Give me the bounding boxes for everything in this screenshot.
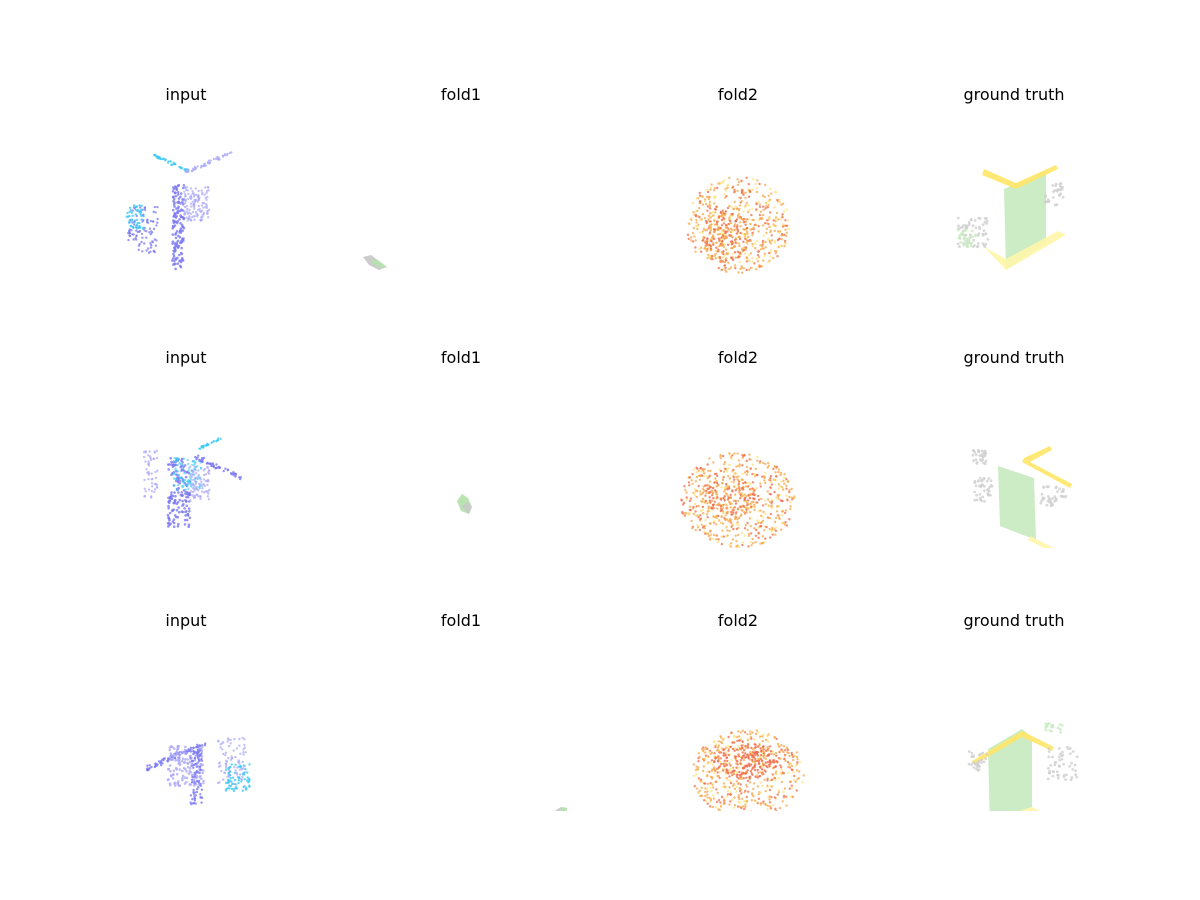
subplot-r1-c3: fold2: [618, 85, 858, 285]
subplot-title: input: [165, 348, 207, 367]
subplot-title: fold2: [717, 611, 759, 630]
input-pointcloud: [142, 437, 242, 528]
ground-truth-pointcloud: [967, 722, 1079, 811]
subplot-title: fold1: [440, 85, 482, 104]
fold1-pointcloud: [554, 807, 567, 811]
ground-truth-pointcloud: [956, 165, 1066, 270]
subplot-r2-c2: fold1: [341, 348, 581, 548]
subplot-r2-c3: fold2: [618, 348, 858, 548]
subplot-title: fold2: [717, 85, 759, 104]
subplot-r1-c2: fold1: [341, 85, 581, 285]
subplot-r1-c1: input: [66, 85, 306, 285]
subplot-title: fold1: [440, 611, 482, 630]
subplot-r2-c1: input: [66, 348, 306, 548]
fold2-pointcloud: [680, 452, 796, 548]
fold1-pointcloud: [457, 494, 472, 514]
subplot-r3-c2: fold1: [341, 611, 581, 811]
subplot-title: fold1: [440, 348, 482, 367]
subplot-r3-c3: fold2: [618, 611, 858, 811]
subplot-title: input: [165, 85, 207, 104]
input-pointcloud: [125, 151, 233, 271]
subplot-title: ground truth: [963, 611, 1065, 630]
ground-truth-pointcloud: [971, 446, 1072, 548]
subplot-r2-c4: ground truth: [894, 348, 1134, 548]
fold2-pointcloud: [692, 729, 805, 811]
subplot-title: input: [165, 611, 207, 630]
subplot-title: fold2: [717, 348, 759, 367]
subplot-r1-c4: ground truth: [894, 85, 1134, 285]
fold2-pointcloud: [686, 176, 790, 274]
subplot-r3-c4: ground truth: [894, 611, 1134, 811]
fold1-pointcloud: [363, 255, 387, 270]
input-pointcloud: [145, 736, 251, 806]
subplot-title: ground truth: [963, 348, 1065, 367]
subplot-title: ground truth: [963, 85, 1065, 104]
subplot-r3-c1: input: [66, 611, 306, 811]
